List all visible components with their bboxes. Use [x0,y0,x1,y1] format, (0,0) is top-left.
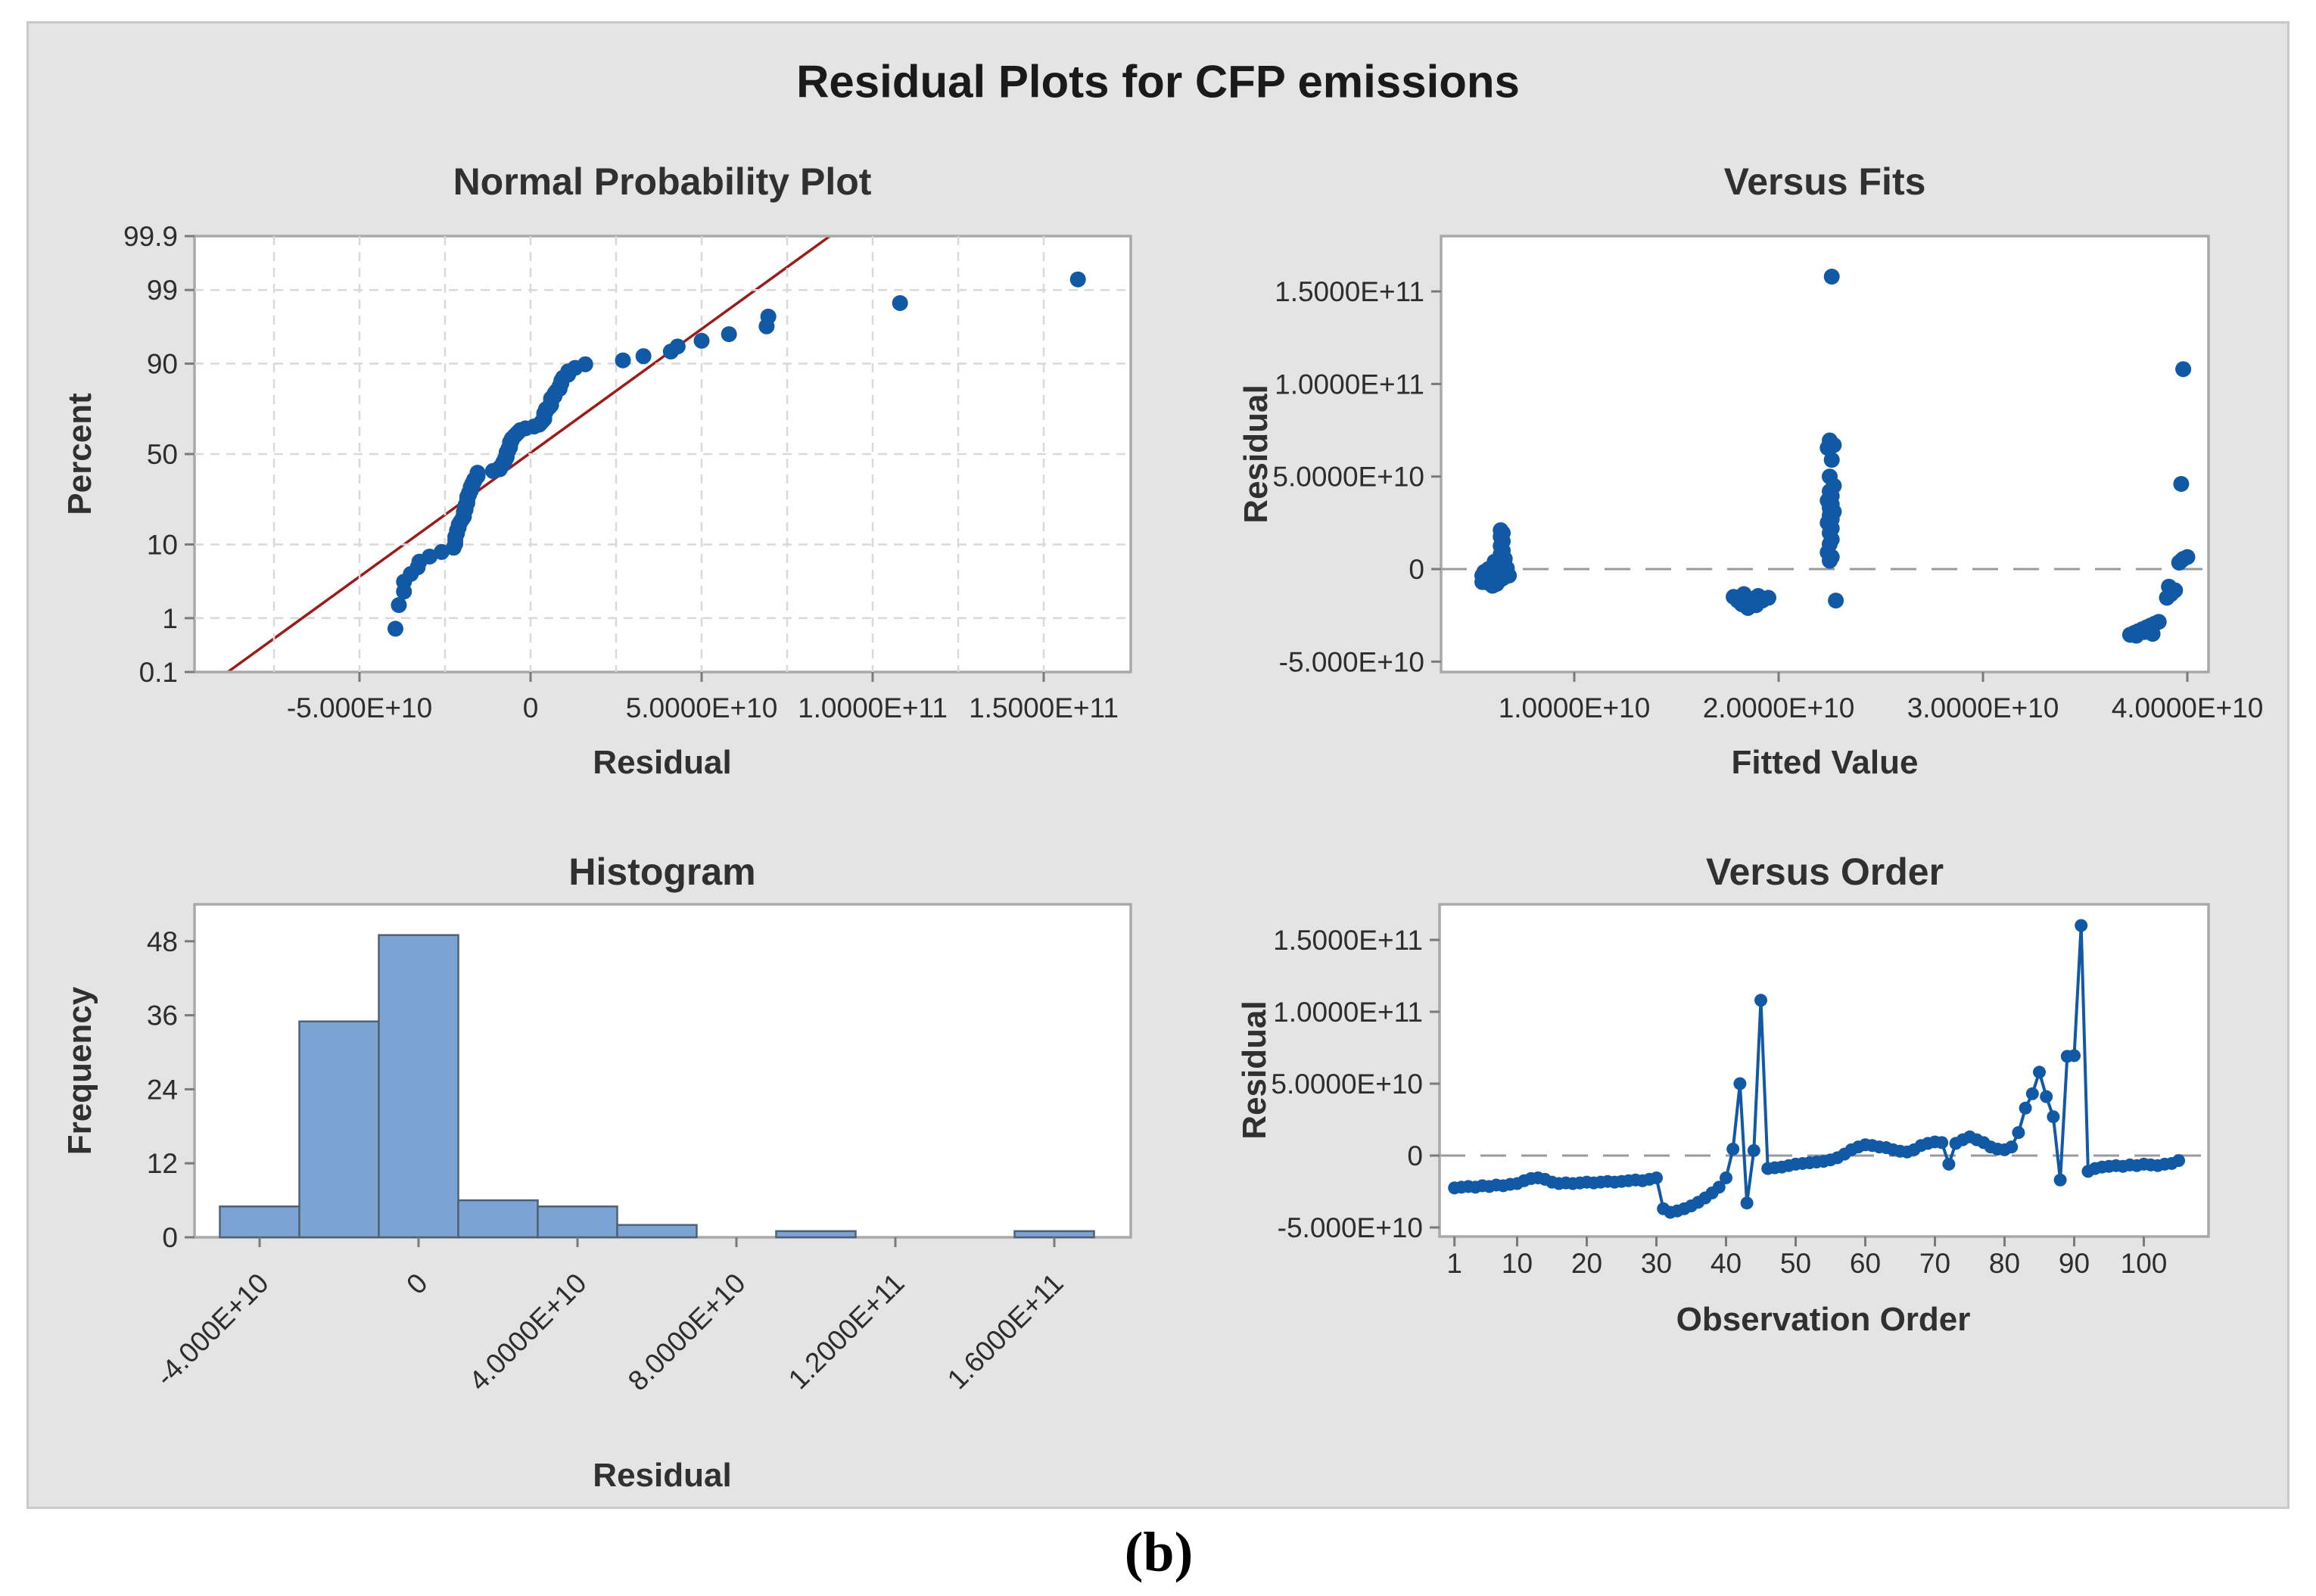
vo-ticks: 1 10 20 30 40 50 60 70 80 90 100 1.5000E+11 1.0000E+… [1271,925,2167,1279]
tick-label: 4.0000E+10 [463,1268,593,1397]
tick-label: -5.000E+10 [287,692,432,723]
tick-label: 1.0000E+11 [1275,369,1424,400]
vf-ticks: 1.0000E+10 2.0000E+10 3.0000E+10 4.0000E+10… [1272,276,2263,723]
histogram-bars [219,934,1095,1239]
panel-title-versus-fits: Versus Fits [1723,160,1926,203]
panel-title-histogram: Histogram [568,851,756,893]
histogram-bar [219,1206,300,1239]
panel-title-versus-order: Versus Order [1705,851,1944,893]
npp-points [387,271,1086,637]
figure-caption: (b) [1124,1521,1194,1584]
tick-label: 50 [1780,1248,1811,1279]
tick-label: 2.0000E+10 [1703,692,1855,723]
y-axis-label-frequency: Frequency [61,986,98,1156]
tick-label: 30 [1641,1248,1672,1279]
tick-label: 5.0000E+10 [1271,1069,1423,1100]
versus-fits-points [1474,269,2196,644]
tick-label: 48 [147,926,178,957]
tick-label: 1.0000E+11 [798,692,948,723]
tick-label: 0.1 [139,657,178,688]
y-axis-label-residual-versus-fits: Residual [1237,384,1275,524]
tick-label: 3.0000E+10 [1907,692,2059,723]
npp-ticks: -5.000E+10 0 5.0000E+10 1.0000E+11 1.5000E+1… [123,221,1119,723]
tick-label: 100 [2121,1248,2168,1279]
x-axis-label-residual-histogram: Residual [593,1457,732,1494]
tick-label: 1.5000E+11 [1275,276,1424,307]
tick-label: 90 [147,349,178,380]
tick-label: 0 [162,1222,178,1253]
tick-label: 70 [1919,1248,1950,1279]
tick-label: 1.0000E+10 [1499,692,1651,723]
tick-label: 0 [400,1268,434,1301]
tick-label: 4.0000E+10 [2112,692,2264,723]
tick-label: 99.9 [123,221,178,252]
tick-label: 5.0000E+10 [626,692,778,723]
tick-label: 10 [147,529,178,560]
tick-label: 0 [1407,1140,1423,1171]
tick-label: 8.0000E+10 [622,1268,752,1397]
x-axis-label-fitted-value: Fitted Value [1731,744,1919,781]
x-axis-label-residual-npp: Residual [593,744,732,781]
tick-label: 80 [1989,1248,2020,1279]
tick-label: 36 [147,1000,178,1031]
tick-label: 40 [1711,1248,1742,1279]
npp-gridlines [195,236,1131,672]
tick-label: 90 [2059,1248,2090,1279]
tick-label: 5.0000E+10 [1272,462,1424,493]
panel-title-normal-probability: Normal Probability Plot [453,160,872,203]
tick-label: 60 [1850,1248,1881,1279]
y-axis-label-residual-versus-order: Residual [1236,1000,1273,1140]
tick-label: 99 [147,275,178,306]
tick-label: 1.6000E+11 [942,1268,1069,1395]
histogram-bar [298,1020,380,1239]
tick-label: 1.5000E+11 [969,692,1119,723]
tick-label: 0 [523,692,539,723]
tick-label: 1 [162,603,178,634]
tick-label: 12 [147,1148,178,1179]
y-axis-label-percent: Percent [61,393,98,515]
tick-label: 0 [1409,554,1424,585]
tick-label: 1 [1446,1248,1462,1279]
x-axis-label-observation-order: Observation Order [1676,1301,1971,1338]
tick-label: 1.0000E+11 [1273,997,1423,1028]
histogram-bar [457,1199,539,1239]
histogram-bar [537,1206,618,1239]
tick-label: 20 [1571,1248,1602,1279]
tick-label: 10 [1502,1248,1533,1279]
versus-order-points [1448,919,2185,1219]
tick-label: -5.000E+10 [1279,646,1424,677]
histogram-bar [378,934,459,1239]
tick-label: -4.000E+10 [150,1268,275,1392]
figure-title: Residual Plots for CFP emissions [796,56,1520,107]
histogram-bar [616,1224,698,1239]
histogram-bar [775,1230,857,1239]
tick-label: -5.000E+10 [1278,1212,1423,1243]
tick-label: 50 [147,439,178,470]
tick-label: 1.2000E+11 [783,1268,911,1395]
tick-label: 1.5000E+11 [1273,925,1423,956]
tick-label: 24 [147,1074,178,1105]
histogram-bar [1013,1230,1095,1239]
